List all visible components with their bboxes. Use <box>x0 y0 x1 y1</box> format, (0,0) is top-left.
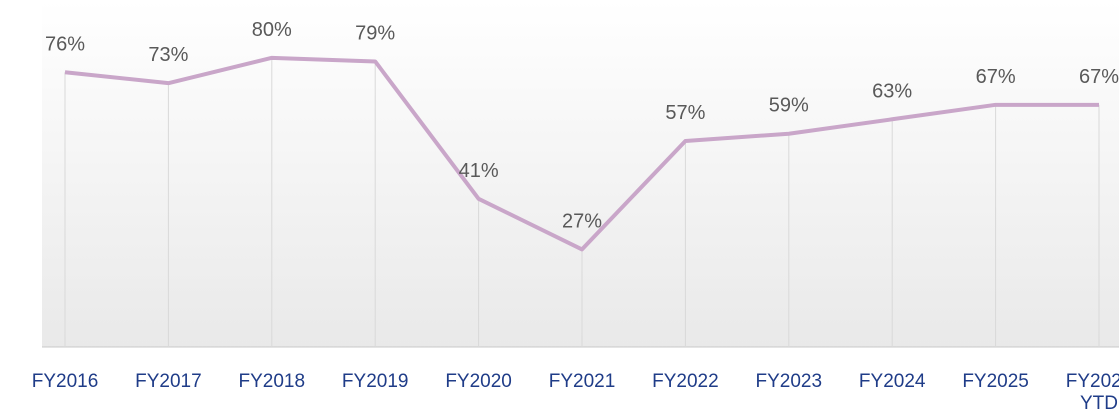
data-label: 41% <box>459 160 499 182</box>
x-tick-label: FY2025 <box>962 371 1029 392</box>
x-tick-label: FY2023 <box>756 371 823 392</box>
data-label: 67% <box>976 66 1016 88</box>
data-label: 80% <box>252 19 292 41</box>
x-tick-label: FY2026YTD <box>1066 371 1119 414</box>
plot-area <box>42 0 1119 347</box>
data-label: 63% <box>872 80 912 102</box>
x-tick-label: FY2016 <box>32 371 99 392</box>
x-tick-label: FY2017 <box>135 371 202 392</box>
x-tick-label: FY2020 <box>445 371 512 392</box>
x-tick-label: FY2021 <box>549 371 616 392</box>
data-label: 59% <box>769 95 809 117</box>
x-tick-label: FY2024 <box>859 371 926 392</box>
data-label: 76% <box>45 33 85 55</box>
data-label: 27% <box>562 210 602 232</box>
label-line: YTD <box>1080 393 1118 414</box>
data-label: 73% <box>148 44 188 66</box>
series-line <box>64 55 1099 252</box>
x-tick-label: FY2022 <box>652 371 719 392</box>
data-label: 67% <box>1079 66 1119 88</box>
data-label: 79% <box>355 22 395 44</box>
x-tick-label: FY2019 <box>342 371 409 392</box>
x-tick-label: FY2018 <box>239 371 306 392</box>
data-label: 57% <box>665 102 705 124</box>
label-line: FY2026 <box>1066 371 1119 392</box>
